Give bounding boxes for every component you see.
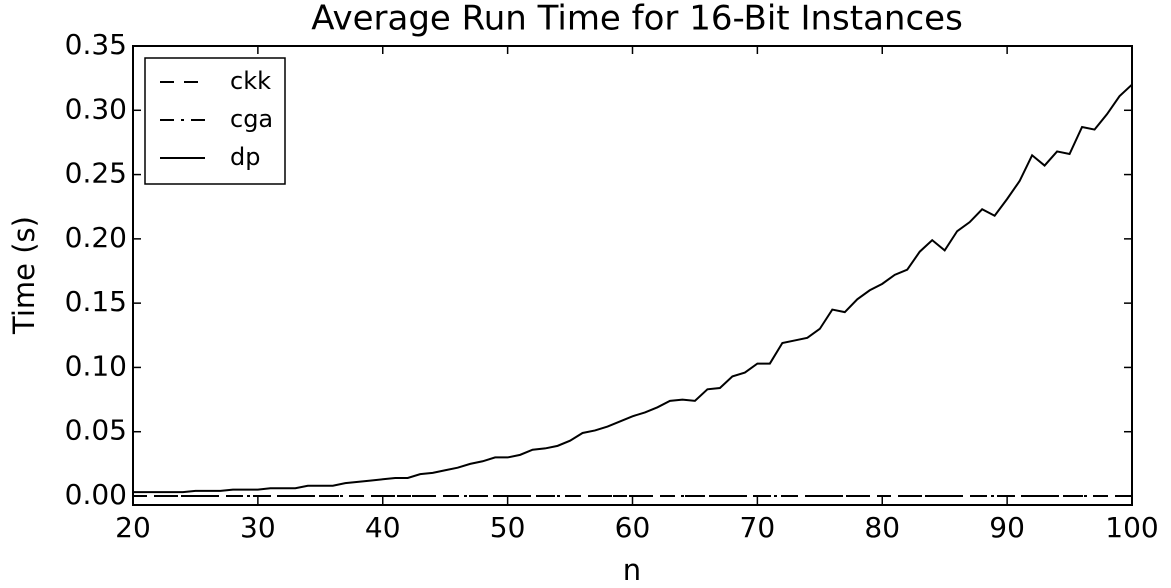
y-tick-label: 0.30 (65, 92, 127, 125)
y-tick-label: 0.00 (65, 478, 127, 511)
y-tick-label: 0.25 (65, 157, 127, 190)
y-tick-label: 0.20 (65, 221, 127, 254)
x-tick-label: 60 (615, 511, 651, 544)
y-tick-label: 0.15 (65, 285, 127, 318)
chart-title: Average Run Time for 16-Bit Instances (311, 0, 963, 39)
x-tick-label: 100 (1105, 511, 1158, 544)
series-line (133, 83, 1133, 494)
y-axis-label: Time (s) (7, 216, 41, 335)
x-tick-label: 40 (365, 511, 401, 544)
x-tick-label: 90 (989, 511, 1025, 544)
legend-label: cga (230, 105, 273, 133)
x-tick-label: 30 (240, 511, 276, 544)
y-tick-label: 0.35 (65, 28, 127, 61)
x-axis-label: n (623, 553, 641, 587)
legend-label: dp (230, 143, 260, 171)
x-tick-label: 20 (115, 511, 151, 544)
legend-label: ckk (230, 67, 271, 95)
x-tick-label: 70 (740, 511, 776, 544)
y-tick-label: 0.05 (65, 414, 127, 447)
plot-frame (132, 45, 1133, 506)
legend: ckk cga dp (144, 57, 286, 185)
y-tick-label: 0.10 (65, 349, 127, 382)
x-tick-label: 80 (864, 511, 900, 544)
x-tick-label: 50 (490, 511, 526, 544)
